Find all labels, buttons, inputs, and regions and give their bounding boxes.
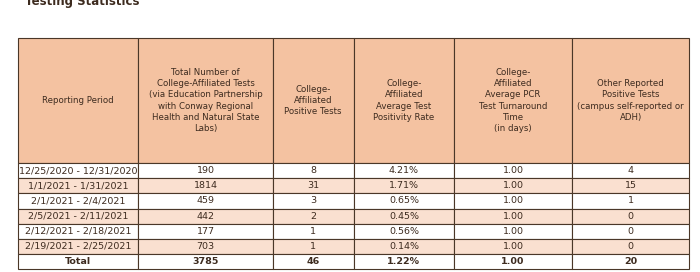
Text: Reporting Period: Reporting Period <box>42 96 114 105</box>
Text: 1: 1 <box>310 242 316 251</box>
Bar <box>572 163 690 178</box>
Bar <box>18 193 139 209</box>
Text: 190: 190 <box>197 166 215 175</box>
Bar <box>139 163 273 178</box>
Text: 1.00: 1.00 <box>503 196 524 205</box>
Text: 1: 1 <box>628 196 634 205</box>
Bar <box>18 224 139 239</box>
Text: 1.00: 1.00 <box>503 227 524 236</box>
Bar <box>454 178 572 193</box>
Bar <box>354 193 454 209</box>
Text: 1.00: 1.00 <box>503 242 524 251</box>
Text: 1/1/2021 - 1/31/2021: 1/1/2021 - 1/31/2021 <box>28 181 128 190</box>
Text: 0: 0 <box>628 242 634 251</box>
Bar <box>572 254 690 269</box>
Bar <box>273 163 354 178</box>
Text: 1.71%: 1.71% <box>389 181 419 190</box>
Bar <box>354 209 454 224</box>
Text: 4: 4 <box>628 166 634 175</box>
Bar <box>454 254 572 269</box>
Text: 0.65%: 0.65% <box>389 196 419 205</box>
Bar <box>139 178 273 193</box>
Bar <box>273 239 354 254</box>
Text: 31: 31 <box>307 181 319 190</box>
Bar <box>18 163 139 178</box>
Bar <box>18 38 139 163</box>
Text: Total Number of
College-Affiliated Tests
(via Education Partnership
with Conway : Total Number of College-Affiliated Tests… <box>149 68 262 133</box>
Text: 12/25/2020 - 12/31/2020: 12/25/2020 - 12/31/2020 <box>19 166 137 175</box>
Bar <box>572 193 690 209</box>
Text: 8: 8 <box>310 166 316 175</box>
Bar <box>18 254 139 269</box>
Text: 0: 0 <box>628 227 634 236</box>
Text: College-
Affiliated
Positive Tests: College- Affiliated Positive Tests <box>284 85 342 116</box>
Text: 2/12/2021 - 2/18/2021: 2/12/2021 - 2/18/2021 <box>25 227 131 236</box>
Text: 15: 15 <box>624 181 637 190</box>
Text: 20: 20 <box>624 257 637 266</box>
Bar <box>354 224 454 239</box>
Bar <box>139 209 273 224</box>
Bar <box>139 254 273 269</box>
Text: 459: 459 <box>197 196 215 205</box>
Text: 1: 1 <box>310 227 316 236</box>
Text: 0.14%: 0.14% <box>389 242 419 251</box>
Bar <box>273 178 354 193</box>
Text: 1.22%: 1.22% <box>387 257 421 266</box>
Bar <box>572 239 690 254</box>
Text: 2/5/2021 - 2/11/2021: 2/5/2021 - 2/11/2021 <box>28 212 128 221</box>
Text: College-
Affiliated
Average Test
Positivity Rate: College- Affiliated Average Test Positiv… <box>373 79 435 122</box>
Text: 1.00: 1.00 <box>503 181 524 190</box>
Text: 3785: 3785 <box>193 257 219 266</box>
Text: 2/1/2021 - 2/4/2021: 2/1/2021 - 2/4/2021 <box>31 196 125 205</box>
Text: 703: 703 <box>197 242 215 251</box>
Text: Other Reported
Positive Tests
(campus self-reported or
ADH): Other Reported Positive Tests (campus se… <box>578 79 684 122</box>
Bar <box>354 239 454 254</box>
Bar <box>139 239 273 254</box>
Bar <box>454 38 572 163</box>
Bar <box>572 38 690 163</box>
Bar <box>139 224 273 239</box>
Bar <box>454 193 572 209</box>
Bar <box>454 239 572 254</box>
Bar <box>354 178 454 193</box>
Bar <box>354 38 454 163</box>
Text: 442: 442 <box>197 212 215 221</box>
Bar <box>572 224 690 239</box>
Text: 0.45%: 0.45% <box>389 212 419 221</box>
Bar <box>273 38 354 163</box>
Bar <box>18 209 139 224</box>
Bar <box>139 38 273 163</box>
Text: 4.21%: 4.21% <box>389 166 419 175</box>
Text: Total: Total <box>65 257 91 266</box>
Text: 46: 46 <box>307 257 320 266</box>
Bar <box>273 209 354 224</box>
Text: 177: 177 <box>197 227 215 236</box>
Text: 3: 3 <box>310 196 316 205</box>
Text: 1.00: 1.00 <box>503 166 524 175</box>
Bar <box>139 193 273 209</box>
Bar <box>454 209 572 224</box>
Text: 1.00: 1.00 <box>501 257 525 266</box>
Bar <box>273 254 354 269</box>
Bar <box>18 239 139 254</box>
Bar <box>572 209 690 224</box>
Text: 0.56%: 0.56% <box>389 227 419 236</box>
Bar <box>273 224 354 239</box>
Bar <box>18 178 139 193</box>
Bar <box>454 163 572 178</box>
Bar <box>273 193 354 209</box>
Text: 0: 0 <box>628 212 634 221</box>
Bar <box>354 254 454 269</box>
Text: College-
Affiliated
Average PCR
Test Turnaround
Time
(in days): College- Affiliated Average PCR Test Tur… <box>479 68 547 133</box>
Bar <box>354 163 454 178</box>
Bar <box>454 224 572 239</box>
Bar <box>572 178 690 193</box>
Text: Testing Statistics: Testing Statistics <box>25 0 139 8</box>
Text: 1.00: 1.00 <box>503 212 524 221</box>
Text: 2: 2 <box>310 212 316 221</box>
Text: 2/19/2021 - 2/25/2021: 2/19/2021 - 2/25/2021 <box>25 242 131 251</box>
Text: 1814: 1814 <box>194 181 218 190</box>
